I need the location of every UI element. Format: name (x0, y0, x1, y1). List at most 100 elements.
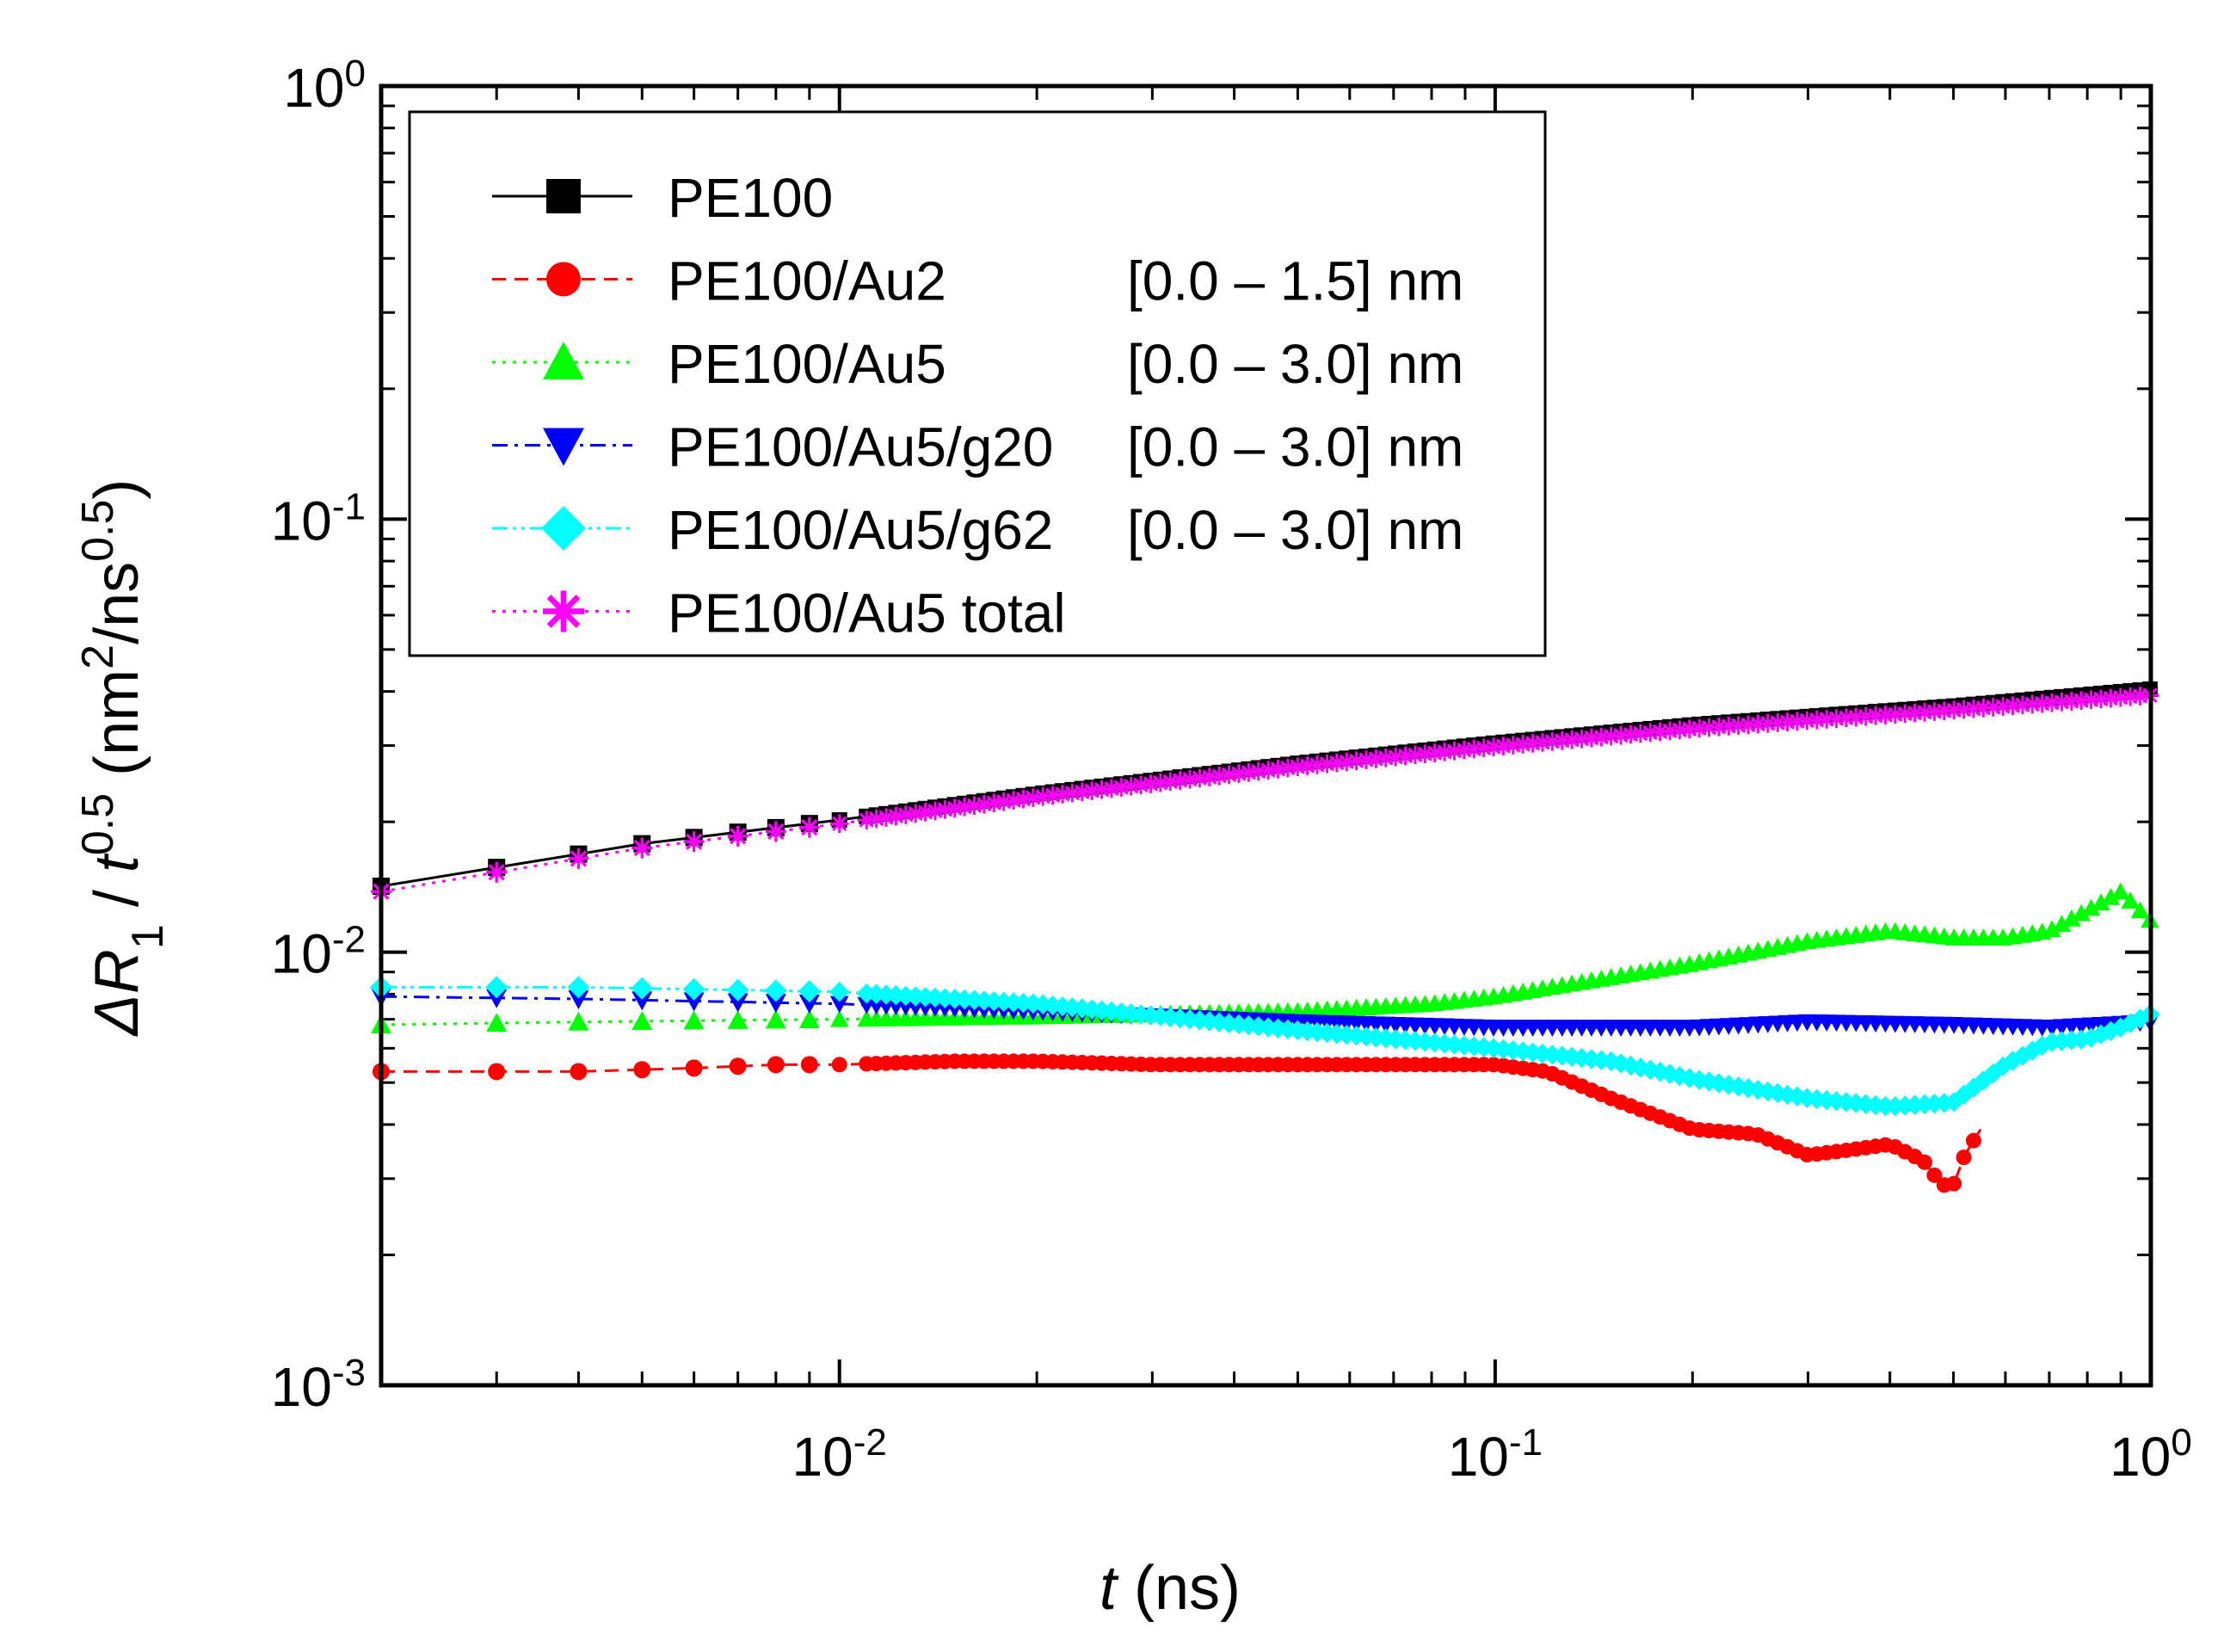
data-point (994, 792, 1013, 811)
data-point (631, 1011, 653, 1031)
data-point (983, 990, 1004, 1012)
star-stroke (947, 800, 963, 817)
data-point (798, 995, 820, 1014)
data-point (1698, 1071, 1720, 1092)
data-point (765, 821, 786, 842)
data-point (1385, 1029, 1406, 1050)
star-stroke (1241, 765, 1257, 780)
star-stroke (1348, 753, 1364, 768)
star-stroke (1437, 744, 1452, 760)
data-point (993, 991, 1014, 1013)
data-point (683, 1010, 705, 1030)
data-point (1965, 1132, 1981, 1149)
star-stroke (1035, 788, 1050, 804)
data-point (915, 803, 935, 822)
data-point (935, 800, 955, 819)
star-stroke (1202, 769, 1217, 785)
data-point (1189, 1010, 1210, 1031)
data-point (486, 989, 508, 1008)
star-stroke (1260, 762, 1276, 778)
star-stroke (1662, 723, 1678, 739)
legend-entry: PE100/Au2 [0.0 – 1.5] nm (492, 250, 1463, 312)
star-stroke (1652, 724, 1668, 740)
data-point (631, 837, 653, 859)
star-stroke (878, 810, 894, 825)
data-point (767, 1056, 785, 1074)
x-tick-label: 100 (2110, 1421, 2192, 1489)
data-point (1229, 1014, 1249, 1035)
star-stroke (986, 795, 1001, 811)
data-point (1926, 1167, 1943, 1183)
data-point (1218, 1013, 1240, 1034)
data-point (1131, 775, 1150, 795)
legend-marker (546, 262, 581, 297)
star-stroke (1593, 730, 1609, 745)
data-point (1356, 1026, 1377, 1047)
legend-marker (543, 342, 584, 379)
data-point (1130, 1004, 1151, 1025)
data-point (1199, 1011, 1220, 1032)
star-stroke (898, 807, 914, 823)
star-stroke (1397, 748, 1414, 764)
star-stroke (995, 793, 1012, 810)
data-point (1689, 1069, 1709, 1090)
data-point (926, 801, 945, 821)
data-point (1532, 1043, 1553, 1064)
data-point (2121, 891, 2140, 909)
star-stroke (1133, 777, 1149, 793)
star-stroke (1535, 735, 1550, 750)
data-point (896, 805, 915, 824)
data-point (486, 861, 508, 883)
data-point (1956, 1150, 1972, 1166)
data-point (568, 989, 589, 1009)
star-stroke (1064, 786, 1081, 801)
data-point (2052, 915, 2072, 933)
star-stroke (917, 804, 933, 820)
star-stroke (1339, 754, 1354, 770)
star-stroke (957, 799, 972, 815)
star-stroke (1104, 780, 1119, 797)
star-stroke (1113, 780, 1130, 795)
data-point (683, 992, 705, 1012)
data-point (685, 1059, 703, 1077)
star-stroke (729, 828, 747, 845)
star-stroke (1446, 743, 1463, 759)
data-point (1826, 1091, 1847, 1112)
data-point (1562, 1046, 1582, 1068)
data-point (1917, 1154, 1933, 1170)
star-stroke (1084, 783, 1100, 798)
series-pe100-au5-total (371, 686, 2159, 903)
minor-ticks (381, 86, 2151, 1385)
data-point (964, 796, 984, 816)
star-stroke (937, 802, 953, 817)
data-point (831, 1057, 847, 1073)
data-point (2061, 1030, 2082, 1051)
legend-range: [0.0 – 1.5] nm (1127, 250, 1463, 312)
data-point (1042, 995, 1063, 1016)
data-point (2091, 893, 2110, 911)
star-stroke (1319, 756, 1335, 772)
data-point (1591, 1050, 1611, 1070)
data-point (1209, 1012, 1229, 1032)
data-point (488, 1063, 506, 1081)
data-point (877, 808, 896, 827)
legend-marker (541, 506, 586, 551)
series-line (381, 985, 2152, 1108)
star-stroke (546, 595, 581, 628)
star-stroke (1506, 737, 1521, 753)
data-point (764, 979, 787, 1002)
data-point (765, 1009, 786, 1029)
data-point (1160, 1007, 1180, 1028)
data-point (1013, 789, 1033, 809)
star-stroke (488, 864, 505, 881)
star-stroke (859, 812, 874, 828)
data-point (1004, 791, 1023, 810)
star-stroke (1006, 792, 1021, 808)
data-point (682, 977, 705, 1001)
data-point (798, 980, 821, 1003)
data-point (727, 1009, 748, 1029)
legend: PE100 PE100/Au2 [0.0 – 1.5] nm PE100/Au5 [0.… (408, 110, 1547, 657)
data-point (727, 825, 748, 847)
data-point (866, 983, 887, 1005)
legend-label: PE100/Au5 total (668, 583, 1066, 644)
